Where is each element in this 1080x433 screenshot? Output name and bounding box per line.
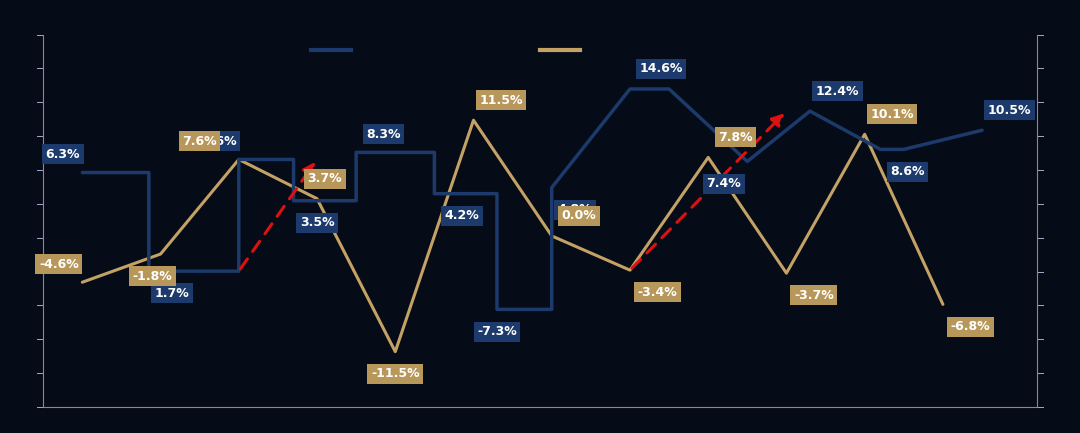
- Text: 8.3%: 8.3%: [366, 128, 401, 141]
- Text: -3.7%: -3.7%: [794, 289, 834, 302]
- Text: 3.5%: 3.5%: [300, 216, 335, 229]
- Text: -3.4%: -3.4%: [637, 286, 677, 299]
- Text: -7.3%: -7.3%: [477, 325, 517, 338]
- Text: 7.8%: 7.8%: [718, 131, 753, 144]
- Text: 1.7%: 1.7%: [154, 287, 190, 300]
- Text: -1.8%: -1.8%: [133, 270, 173, 283]
- Text: 4.8%: 4.8%: [558, 203, 593, 216]
- Text: 7.6%: 7.6%: [202, 135, 237, 148]
- Text: 7.6%: 7.6%: [183, 135, 217, 148]
- Text: -4.6%: -4.6%: [39, 258, 79, 271]
- Text: 10.5%: 10.5%: [988, 103, 1031, 116]
- Text: -11.5%: -11.5%: [370, 367, 419, 380]
- Text: 8.6%: 8.6%: [891, 165, 924, 178]
- Text: 11.5%: 11.5%: [480, 94, 523, 107]
- Text: 10.1%: 10.1%: [870, 108, 914, 121]
- Text: 3.7%: 3.7%: [308, 172, 342, 185]
- Text: 4.2%: 4.2%: [444, 209, 480, 222]
- Text: 6.3%: 6.3%: [45, 148, 80, 161]
- Text: 0.0%: 0.0%: [562, 209, 596, 222]
- Text: 12.4%: 12.4%: [815, 84, 859, 97]
- Text: -6.8%: -6.8%: [950, 320, 990, 333]
- Text: 14.6%: 14.6%: [639, 62, 683, 75]
- Text: 7.4%: 7.4%: [706, 177, 741, 190]
